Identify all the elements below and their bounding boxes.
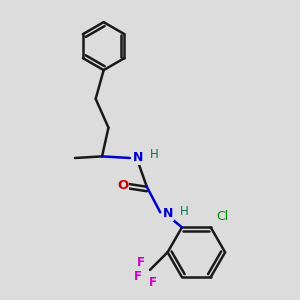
Text: F: F (149, 276, 157, 289)
Text: F: F (136, 256, 144, 269)
Text: H: H (150, 148, 159, 161)
Text: N: N (163, 207, 173, 220)
Text: H: H (180, 205, 189, 218)
Text: N: N (132, 152, 143, 164)
Text: F: F (134, 270, 142, 284)
Text: Cl: Cl (217, 210, 229, 223)
Text: O: O (117, 179, 128, 192)
